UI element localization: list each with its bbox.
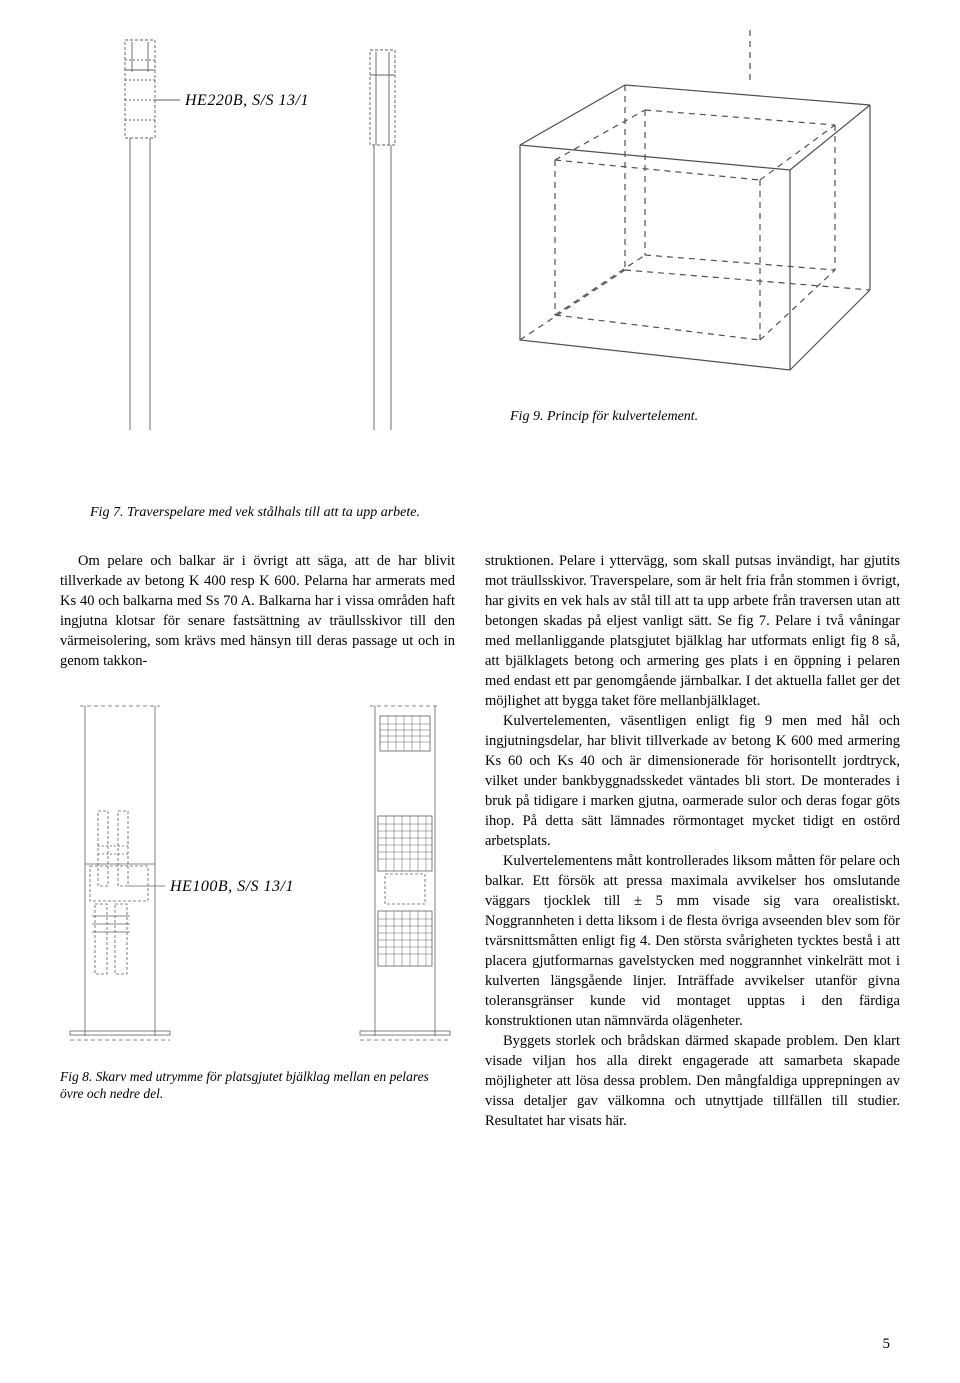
left-column: Om pelare och balkar är i övrigt att säg… [60,551,455,1131]
fig9-caption: Fig 9. Princip för kulvertelement. [510,409,698,425]
right-paragraph-4: Byggets storlek och brådskan därmed skap… [485,1031,900,1131]
right-paragraph-2: Kulvertelementen, väsentligen enligt fig… [485,711,900,851]
right-paragraph-1: struktionen. Pelare i yttervägg, som ska… [485,551,900,711]
right-paragraph-3: Kulvertelementens mått kontrollerades li… [485,851,900,1031]
fig8-svg: HE100B, S/S 13/1 [60,696,455,1056]
fig9-svg [460,30,890,410]
fig7-annotation: HE220B, S/S 13/1 [184,92,309,109]
fig8-annotation: HE100B, S/S 13/1 [169,878,294,895]
fig8-container: HE100B, S/S 13/1 Fig 8. Skarv med utrymm… [60,696,455,1103]
text-columns: Om pelare och balkar är i övrigt att säg… [60,551,900,1131]
left-paragraph-1: Om pelare och balkar är i övrigt att säg… [60,551,455,671]
fig9-area: Fig 9. Princip för kulvertelement. [460,30,900,430]
top-figures-row: HE220B, S/S 13/1 [60,30,900,430]
fig8-caption: Fig 8. Skarv med utrymme för platsgjutet… [60,1069,455,1103]
fig7-svg: HE220B, S/S 13/1 [60,30,460,430]
right-column: struktionen. Pelare i yttervägg, som ska… [485,551,900,1131]
fig7-area: HE220B, S/S 13/1 [60,30,460,430]
page: HE220B, S/S 13/1 [0,0,960,1383]
page-number: 5 [883,1336,891,1353]
fig7-caption: Fig 7. Traverspelare med vek stålhals ti… [90,505,900,521]
